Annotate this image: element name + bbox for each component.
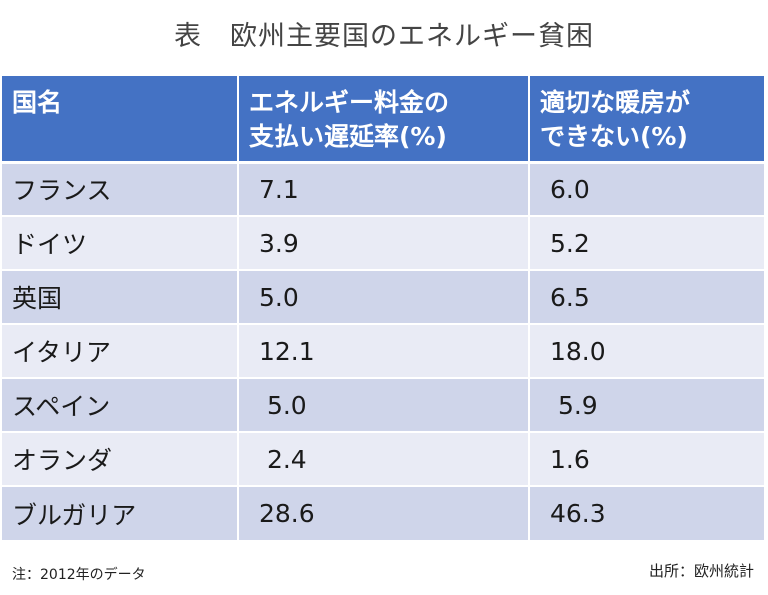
cell-no-heating: 5.9: [529, 377, 764, 432]
cell-late-payment: 5.0: [238, 269, 530, 324]
table-title: 表 欧州主要国のエネルギー貧困: [174, 21, 594, 52]
header-late-payment-label: エネルギー料金の 支払い遅延率(%): [249, 88, 450, 151]
cell-no-heating: 5.2: [529, 215, 764, 270]
cell-country: ドイツ: [2, 215, 239, 270]
cell-country: スペイン: [2, 377, 239, 432]
table-row: オランダ 2.4 1.6: [2, 431, 764, 486]
cell-no-heating: 18.0: [529, 323, 764, 378]
cell-no-heating: 6.5: [529, 269, 764, 324]
cell-country: オランダ: [2, 431, 239, 486]
cell-late-payment: 12.1: [238, 323, 530, 378]
header-no-heating: 適切な暖房が できない(%): [529, 76, 764, 164]
cell-late-payment: 28.6: [238, 485, 530, 540]
footnote: 注：2012年のデータ: [12, 567, 146, 583]
cell-late-payment: 5.0: [238, 377, 530, 432]
table-row: ドイツ 3.9 5.2: [2, 215, 764, 270]
table-row: 英国 5.0 6.5: [2, 269, 764, 324]
table-row: スペイン 5.0 5.9: [2, 377, 764, 432]
table-row: フランス 7.1 6.0: [2, 161, 764, 216]
header-no-heating-label: 適切な暖房が できない(%): [540, 88, 691, 151]
table-row: イタリア 12.1 18.0: [2, 323, 764, 378]
cell-country: イタリア: [2, 323, 239, 378]
cell-late-payment: 3.9: [238, 215, 530, 270]
cell-country: フランス: [2, 161, 239, 216]
cell-country: ブルガリア: [2, 485, 239, 540]
energy-poverty-table: 国名 エネルギー料金の 支払い遅延率(%) 適切な暖房が できない(%) フラン…: [2, 76, 764, 540]
cell-no-heating: 1.6: [529, 431, 764, 486]
header-late-payment: エネルギー料金の 支払い遅延率(%): [238, 76, 530, 164]
table-header-row: 国名 エネルギー料金の 支払い遅延率(%) 適切な暖房が できない(%): [2, 76, 764, 164]
header-country-label: 国名: [12, 88, 63, 117]
cell-no-heating: 46.3: [529, 485, 764, 540]
cell-no-heating: 6.0: [529, 161, 764, 216]
cell-country: 英国: [2, 269, 239, 324]
cell-late-payment: 7.1: [238, 161, 530, 216]
cell-late-payment: 2.4: [238, 431, 530, 486]
table-row: ブルガリア 28.6 46.3: [2, 485, 764, 540]
source-credit: 出所：欧州統計: [648, 562, 754, 580]
header-country: 国名: [2, 76, 239, 164]
